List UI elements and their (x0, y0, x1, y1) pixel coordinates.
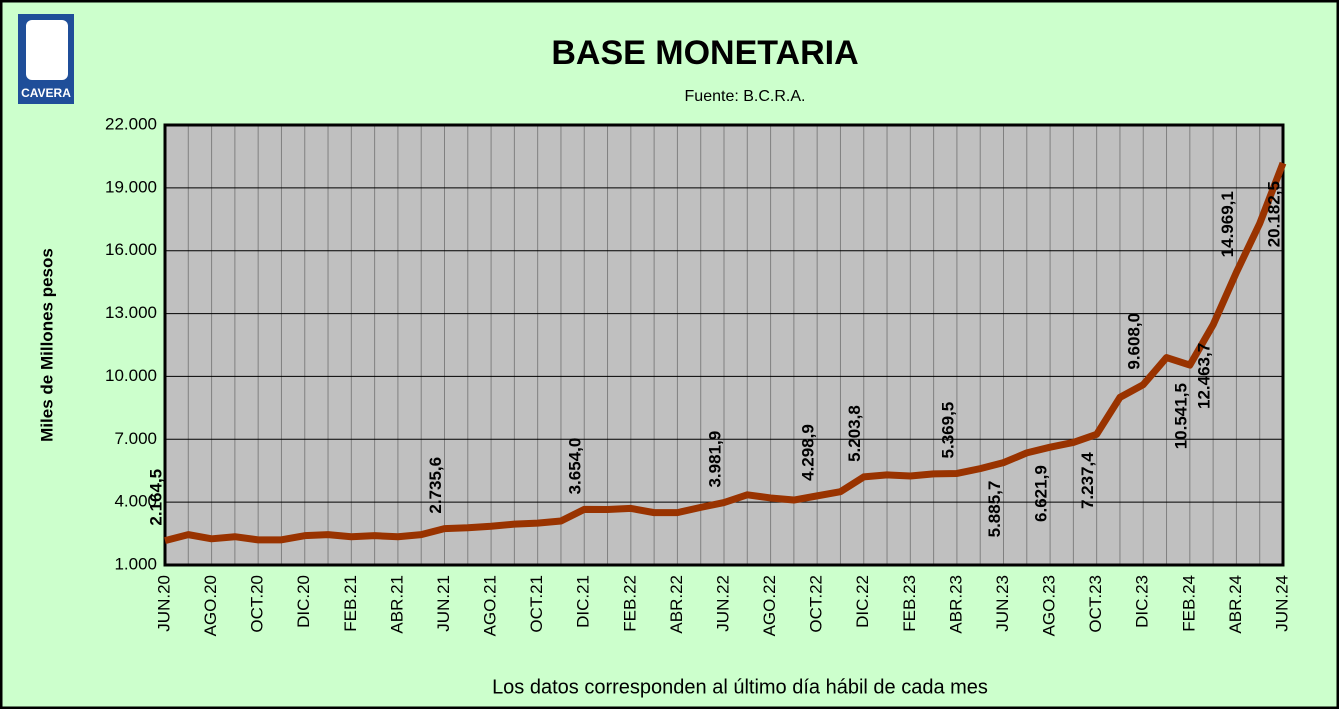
x-tick-label: AGO.22 (760, 575, 779, 636)
data-label: 7.237,4 (1078, 452, 1097, 509)
y-tick-label: 4.000 (114, 492, 157, 511)
x-tick-label: ABR.22 (667, 575, 686, 634)
data-label: 12.463,7 (1195, 343, 1214, 409)
plot-border (163, 123, 1285, 567)
y-tick-label: 10.000 (105, 366, 157, 385)
data-label: 10.541,5 (1171, 383, 1190, 449)
logo-mark (26, 20, 68, 80)
data-label: 6.621,9 (1032, 465, 1051, 522)
y-tick-label: 7.000 (114, 429, 157, 448)
data-label: 2.735,6 (426, 457, 445, 514)
y-tick-label: 13.000 (105, 303, 157, 322)
x-tick-label: ABR.21 (387, 575, 406, 634)
y-tick-label: 22.000 (105, 114, 157, 133)
logo: CAVERA (18, 14, 74, 104)
data-label: 14.969,1 (1218, 191, 1237, 257)
x-tick-label: FEB.22 (620, 575, 639, 632)
data-line (164, 161, 1287, 544)
x-tick-label: AGO.21 (481, 575, 500, 636)
x-tick-label: OCT.23 (1086, 575, 1105, 633)
chart-title: BASE MONETARIA (551, 34, 858, 72)
data-label: 5.369,5 (938, 402, 957, 459)
x-tick-label: JUN.24 (1272, 575, 1291, 632)
x-tick-label: OCT.20 (248, 575, 267, 633)
data-label: 9.608,0 (1125, 313, 1144, 370)
x-tick-label: DIC.22 (853, 575, 872, 628)
x-tick-label: OCT.22 (807, 575, 826, 633)
x-tick-label: FEB.23 (900, 575, 919, 632)
x-tick-label: JUN.23 (993, 575, 1012, 632)
data-label: 2.164,5 (146, 469, 165, 526)
x-tick-label: FEB.24 (1179, 575, 1198, 632)
x-tick-label: ABR.23 (946, 575, 965, 634)
x-axis-label: Los datos corresponden al último día háb… (492, 676, 988, 698)
x-tick-label: DIC.20 (294, 575, 313, 628)
x-tick-label: OCT.21 (527, 575, 546, 633)
data-label: 5.203,8 (845, 405, 864, 462)
x-tick-label: JUN.22 (713, 575, 732, 632)
x-tick-label: DIC.23 (1133, 575, 1152, 628)
data-label: 3.981,9 (705, 431, 724, 488)
data-label: 20.182,5 (1264, 181, 1283, 247)
x-tick-label: DIC.21 (574, 575, 593, 628)
x-tick-label: FEB.21 (341, 575, 360, 632)
x-tick-label: JUN.20 (154, 575, 173, 632)
data-label: 4.298,9 (799, 424, 818, 481)
y-axis-label: Miles de Millones pesos (37, 248, 56, 442)
x-tick-label: JUN.21 (434, 575, 453, 632)
x-tick-label: ABR.24 (1226, 575, 1245, 634)
y-tick-label: 19.000 (105, 177, 157, 196)
x-tick-label: AGO.20 (201, 575, 220, 636)
x-tick-label: AGO.23 (1040, 575, 1059, 636)
data-label: 3.654,0 (566, 438, 585, 495)
logo-text: CAVERA (21, 86, 71, 100)
chart-subtitle: Fuente: B.C.R.A. (685, 88, 806, 105)
y-tick-label: 1.000 (114, 554, 157, 573)
y-tick-label: 16.000 (105, 240, 157, 259)
data-label: 5.885,7 (985, 481, 1004, 538)
